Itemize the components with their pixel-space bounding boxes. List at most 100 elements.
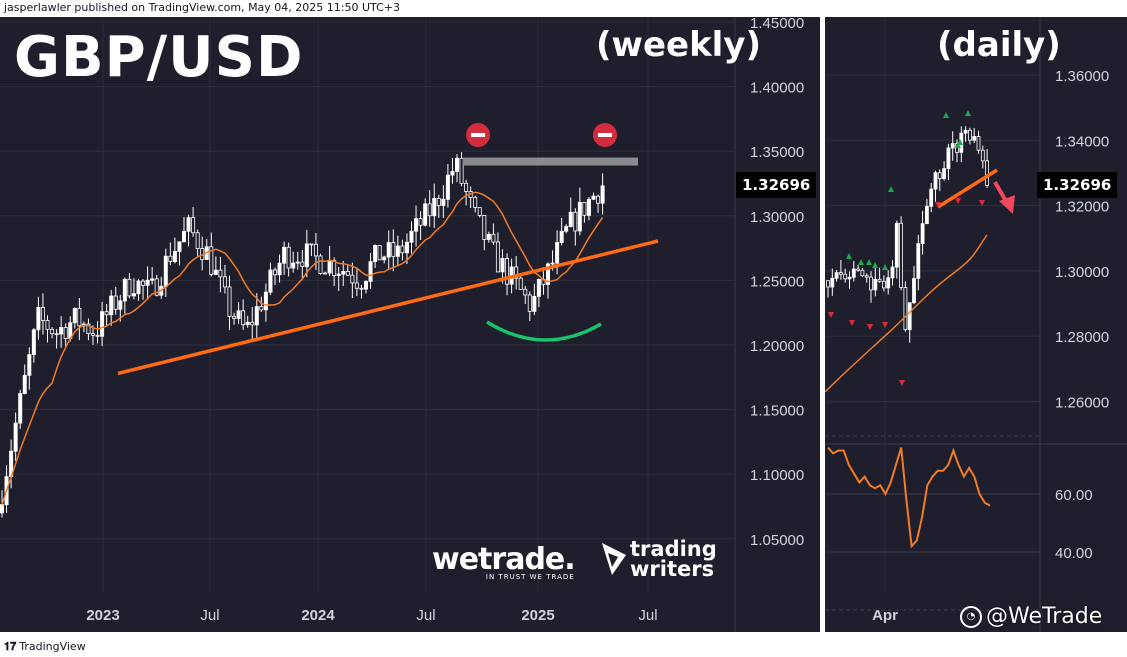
daily-candle-body xyxy=(873,278,878,291)
daily-candle xyxy=(937,169,942,192)
weekly-candle-body xyxy=(309,243,314,246)
weekly-candle-body xyxy=(359,287,364,290)
daily-candle xyxy=(950,131,955,161)
weekly-candle-body xyxy=(591,195,596,200)
daily-candle xyxy=(916,234,921,291)
weekly-candle-body xyxy=(191,217,196,234)
daily-last-price-tag: 1.32696 xyxy=(1037,172,1118,198)
weekly-candle-body xyxy=(432,198,437,217)
weekly-candle xyxy=(586,197,591,221)
weekly-candle xyxy=(163,248,168,298)
trading-writers-word-2: writers xyxy=(630,557,715,581)
weekly-candle-body xyxy=(241,310,246,326)
weekly-candle xyxy=(209,232,214,277)
weekly-candle-body xyxy=(218,269,223,278)
weekly-candle xyxy=(177,241,182,266)
weekly-candle xyxy=(204,239,209,261)
weekly-candle-body xyxy=(564,226,569,232)
weekly-candle-body xyxy=(459,157,464,184)
tradingview-logo-text: TradingView xyxy=(19,640,86,653)
weekly-candle xyxy=(495,232,500,273)
weekly-candle-body xyxy=(500,258,505,273)
weekly-candle-body xyxy=(304,243,309,268)
weekly-candle xyxy=(582,201,587,223)
daily-candle xyxy=(838,259,843,280)
weekly-candle xyxy=(250,307,255,341)
weekly-candle xyxy=(259,296,264,312)
weekly-candle xyxy=(505,253,510,296)
weekly-candle xyxy=(227,275,232,331)
daily-candle xyxy=(834,269,839,282)
weekly-candle xyxy=(350,262,355,299)
weekly-candle xyxy=(464,179,469,206)
weekly-candle-body xyxy=(113,295,118,310)
weekly-candle xyxy=(318,253,323,275)
weekly-candle-body xyxy=(177,241,182,252)
up-triangle-marker xyxy=(872,262,878,268)
weekly-candle xyxy=(136,278,141,301)
daily-candle xyxy=(925,198,929,225)
weekly-candle-body xyxy=(382,256,387,261)
weekly-candle xyxy=(168,242,173,266)
daily-candle xyxy=(882,275,886,292)
daily-candle-body xyxy=(899,222,903,288)
watermark-text: @WeTrade xyxy=(986,604,1103,629)
weekly-candle-body xyxy=(523,288,528,296)
daily-candle-body xyxy=(894,222,899,268)
weekly-candle-body xyxy=(386,242,391,258)
weekly-candle xyxy=(95,321,100,344)
weekly-candle-body xyxy=(50,328,55,335)
weekly-chart-panel[interactable]: 1.45000 1.40000 1.35000 1.30000 1.25000 1.200… xyxy=(0,17,820,632)
weekly-candle-body xyxy=(354,282,359,289)
weekly-candle-body xyxy=(213,269,218,275)
weekly-candle xyxy=(232,312,237,325)
daily-candle xyxy=(894,220,899,279)
daily-candle-body xyxy=(929,188,934,207)
daily-chart-panel[interactable]: 1.36000 1.34000 1.32000 1.30000 1.28000 1.260… xyxy=(825,17,1127,632)
weekly-candle-body xyxy=(436,198,441,206)
daily-candle xyxy=(912,266,916,305)
daily-candle xyxy=(946,143,951,181)
weekly-candle-body xyxy=(327,260,332,274)
weekly-candle xyxy=(300,250,305,280)
weekly-trendline xyxy=(117,239,659,376)
weekly-candle-body xyxy=(168,255,173,262)
weekly-candle-body xyxy=(546,263,551,285)
daily-candle xyxy=(907,302,912,343)
weekly-candle xyxy=(40,293,45,335)
weekly-candle-body xyxy=(245,321,250,326)
weekly-candle xyxy=(36,296,41,340)
daily-candle-body xyxy=(877,278,882,282)
weekly-candle xyxy=(427,190,432,227)
up-triangle-marker xyxy=(943,112,949,118)
weekly-candle-body xyxy=(195,232,200,249)
weekly-candle xyxy=(354,268,359,297)
weekly-candle xyxy=(454,154,459,183)
weekly-candle xyxy=(373,244,378,269)
daily-candle-body xyxy=(843,273,848,280)
weekly-candle xyxy=(286,242,291,277)
weekly-candle xyxy=(50,327,55,339)
weekly-candle-body xyxy=(145,279,150,286)
weekly-candle-body xyxy=(454,157,459,172)
trading-writers-text: trading writers xyxy=(630,539,717,581)
weekly-candle-body xyxy=(0,504,4,514)
weekly-candle-body xyxy=(18,393,23,424)
daily-candle-body xyxy=(851,268,856,278)
weekly-candle xyxy=(423,198,428,227)
weekly-candle xyxy=(564,224,569,234)
weekly-y-tick-label: 1.15000 xyxy=(750,403,804,420)
tradingview-logo[interactable]: 𝟏𝟕 TradingView xyxy=(4,640,86,654)
daily-y-tick-label: 1.32000 xyxy=(1055,199,1109,216)
weekly-candle xyxy=(254,293,259,340)
daily-candle xyxy=(899,216,903,291)
daily-candle-body xyxy=(882,280,886,289)
weekly-candle-body xyxy=(450,171,455,176)
daily-candle-body xyxy=(946,147,951,169)
weekly-candle xyxy=(104,303,109,326)
weekly-candle xyxy=(600,173,605,215)
weekly-candle xyxy=(200,236,205,271)
weekly-candle xyxy=(272,267,277,286)
footer-bar xyxy=(0,637,1127,657)
weekly-candle-body xyxy=(286,246,291,269)
